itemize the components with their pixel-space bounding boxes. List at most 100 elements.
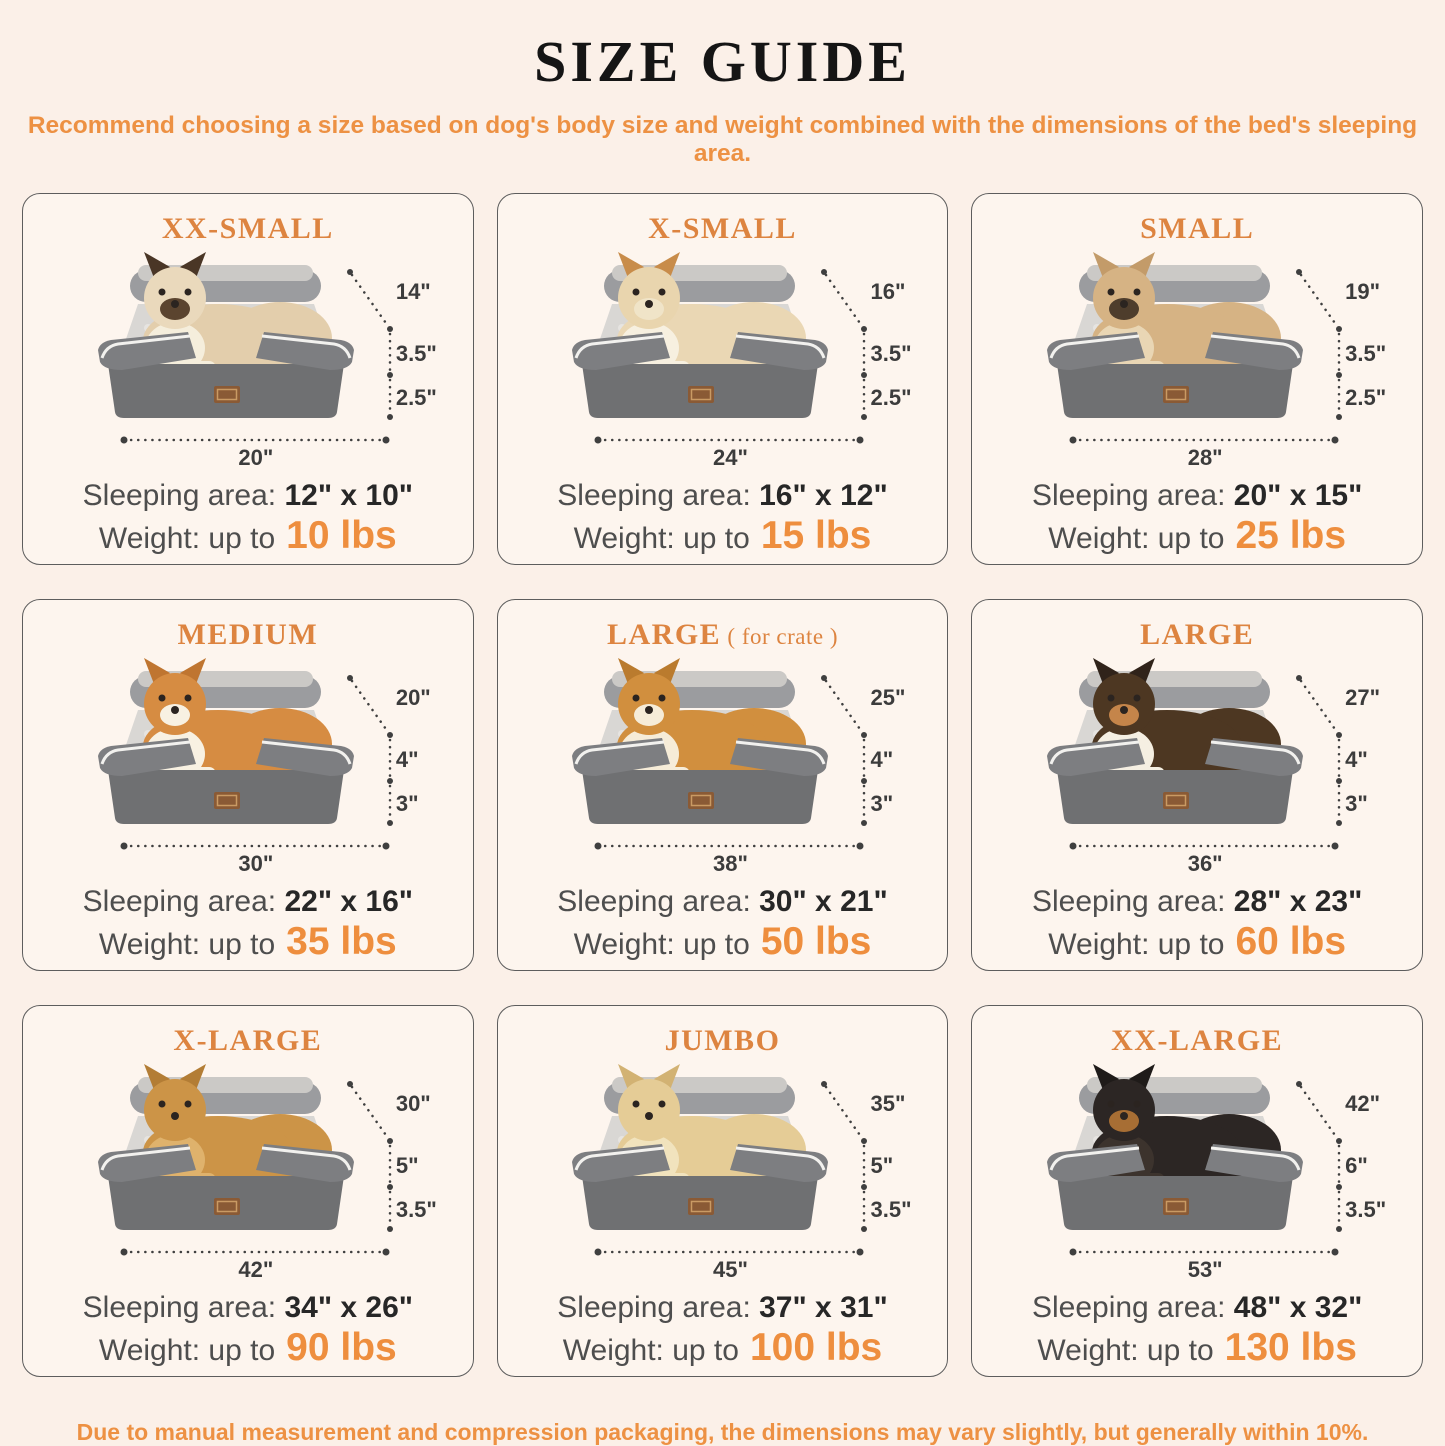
bed-arm-right (1205, 332, 1304, 370)
pet-nose (645, 300, 654, 308)
dimension-label-bolster-height: 4" (395, 747, 419, 772)
pet-muzzle (634, 298, 665, 320)
bed-illustration: 35" 5" 3.5" 45" (512, 1060, 932, 1288)
bed-arm-left (97, 738, 196, 776)
pet-nose (645, 1112, 654, 1120)
dimension-label-base-height: 3" (395, 791, 419, 816)
dimension-label-bolster-height: 3.5" (395, 341, 437, 366)
dimension-label-base-height: 2.5" (870, 385, 912, 410)
dim-line-depth (350, 1085, 390, 1140)
bed-brand-tag-inner (1165, 794, 1187, 807)
pet-nose (170, 706, 179, 714)
bed-brand-tag-inner (691, 388, 712, 401)
pet-muzzle (1109, 1110, 1140, 1132)
dimension-endpoints (594, 675, 868, 850)
page-subtitle: Recommend choosing a size based on dog's… (27, 112, 1418, 167)
size-card: XX-SMALL (22, 193, 474, 565)
weight-label: Weight: up to (1048, 521, 1225, 555)
sleeping-area-value: 37" x 31" (759, 1291, 888, 1324)
pet-eye (632, 288, 640, 296)
bed-arm-right (255, 738, 354, 776)
pet-eye (1133, 1100, 1141, 1108)
pet-ear-right (654, 658, 681, 684)
size-card-title: MEDIUM (178, 618, 319, 652)
bed-drawing (1047, 1064, 1343, 1256)
size-name: MEDIUM (177, 618, 319, 651)
pet-ear-left (1093, 1064, 1120, 1090)
dimension-label-width: 30" (238, 851, 274, 876)
pet-ear-right (654, 1064, 681, 1090)
sleeping-area-label: Sleeping area: (1031, 1291, 1226, 1324)
bed-arm-right (1205, 738, 1304, 776)
dimension-label-width: 45" (713, 1257, 748, 1282)
bed-drawing (1047, 658, 1343, 850)
size-card: X-SMALL (496, 193, 949, 565)
dimension-label-depth: 16" (870, 279, 906, 304)
dimension-lines (597, 679, 866, 848)
sleeping-area-line: Sleeping area: 37" x 31" (557, 1291, 887, 1326)
pet-nose (1120, 300, 1129, 308)
pet-ear-left (1093, 252, 1120, 278)
bed-illustration: 30" 5" 3.5" 42" (38, 1060, 458, 1288)
sleeping-area-line: Sleeping area: 48" x 32" (1032, 1291, 1362, 1326)
size-name: X-LARGE (173, 1024, 323, 1057)
sleeping-area-line: Sleeping area: 34" x 26" (83, 1291, 413, 1326)
dim-line-depth (1299, 1085, 1339, 1140)
size-card-title: XX-LARGE (1111, 1024, 1283, 1058)
pet-ear-right (179, 252, 206, 278)
bed-piping-right (736, 334, 826, 359)
dimension-label-depth: 20" (395, 685, 431, 710)
bed-arm-left (1047, 738, 1146, 776)
dimension-label-width: 28" (1187, 445, 1223, 470)
size-card-title: LARGE ( for crate ) (607, 618, 838, 652)
pet-muzzle (159, 1110, 190, 1132)
weight-value: 15 lbs (760, 513, 872, 557)
size-name: XX-LARGE (1111, 1024, 1284, 1057)
size-card-title: X-LARGE (173, 1024, 322, 1058)
size-card: MEDIUM (22, 599, 474, 971)
sleeping-area-label: Sleeping area: (557, 1291, 751, 1324)
sleeping-area-value: 28" x 23" (1233, 885, 1363, 918)
pet-nose (1120, 706, 1129, 714)
size-name: SMALL (1140, 212, 1255, 245)
bed-arm-right (730, 332, 829, 370)
bed-piping-right (736, 740, 826, 765)
pet-muzzle (634, 1110, 665, 1132)
weight-label: Weight: up to (98, 521, 276, 555)
weight-value: 35 lbs (286, 919, 397, 963)
pet-eye (184, 694, 192, 702)
dimension-label-base-height: 3.5" (1345, 1197, 1387, 1222)
pet-ear-right (1129, 252, 1156, 278)
size-name: JUMBO (664, 1024, 781, 1057)
size-name: LARGE (1140, 618, 1255, 651)
sleeping-area-line: Sleeping area: 20" x 15" (1032, 479, 1362, 514)
bed-piping-right (1210, 1146, 1301, 1171)
pet-eye (658, 288, 666, 296)
weight-value: 60 lbs (1235, 919, 1347, 963)
weight-line: Weight: up to 130 lbs (1037, 1326, 1357, 1370)
pet-nose (170, 300, 179, 308)
size-card-title: X-SMALL (648, 212, 797, 246)
dimension-label-depth: 19" (1345, 279, 1381, 304)
bed-drawing (97, 658, 393, 850)
size-card-title: LARGE (1140, 618, 1254, 652)
dim-line-depth (350, 679, 390, 734)
bed-arm-right (255, 332, 354, 370)
sleeping-area-line: Sleeping area: 16" x 12" (557, 479, 887, 514)
pet-ear-right (1129, 1064, 1156, 1090)
pet-ear-left (143, 1064, 170, 1090)
dimension-label-width: 36" (1187, 851, 1223, 876)
size-card-title: JUMBO (665, 1024, 781, 1058)
bed-arm-right (255, 1144, 354, 1182)
size-name: XX-SMALL (161, 212, 334, 245)
pet-ear-right (1129, 658, 1156, 684)
weight-line: Weight: up to 60 lbs (1048, 919, 1347, 964)
size-card: SMALL (971, 193, 1423, 565)
dimension-endpoints (1069, 269, 1343, 444)
pet-eye (158, 288, 166, 296)
bed-brand-tag-inner (216, 794, 238, 807)
dimension-label-depth: 27" (1345, 685, 1381, 710)
dimension-label-bolster-height: 3.5" (1345, 341, 1387, 366)
dimension-lines (1071, 1085, 1341, 1254)
